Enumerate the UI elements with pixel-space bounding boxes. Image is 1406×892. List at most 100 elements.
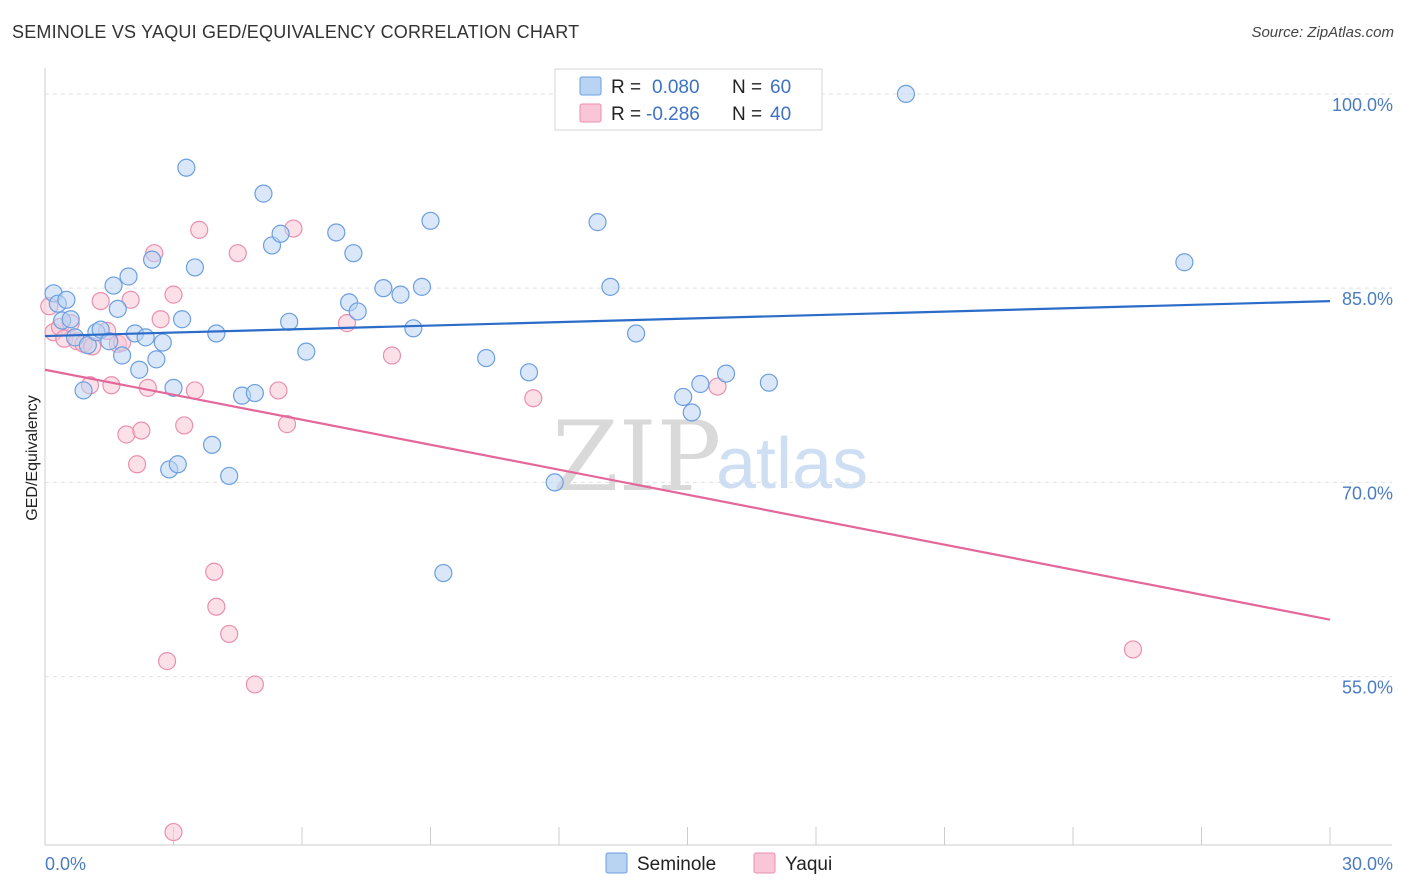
watermark-atlas: atlas [716, 424, 868, 504]
seminole-point [1175, 253, 1194, 272]
yaqui-point [185, 381, 205, 400]
x-tick-label: 0.0% [45, 854, 86, 874]
seminole-point [588, 213, 607, 232]
tick-labels: 55.0% 70.0% 85.0% 100.0% 0.0% 30.0% [45, 95, 1393, 874]
seminole-point [104, 276, 123, 295]
seminole-point [164, 378, 183, 397]
seminole-point [57, 290, 76, 309]
seminole-point [759, 373, 778, 392]
yaqui-point [132, 421, 151, 440]
x-tick-label: 30.0% [1342, 854, 1393, 874]
yaqui-point [524, 389, 543, 408]
seminole-point [601, 277, 620, 296]
seminole-point [434, 563, 453, 583]
legend-seminole-n-label: N = [732, 77, 762, 98]
yaqui-point [102, 376, 121, 395]
seminole-point [119, 267, 138, 286]
seminole-point [147, 350, 166, 369]
seminole-point [245, 383, 264, 403]
seminole-point [202, 435, 222, 454]
seminole-point [168, 455, 187, 474]
seminole-point [112, 346, 132, 365]
y-tick-label: 85.0% [1342, 289, 1393, 309]
series-legend-yaqui-swatch [753, 852, 776, 874]
seminole-point [404, 319, 423, 338]
seminole-trend-line [44, 300, 1331, 338]
seminole-point [682, 403, 701, 422]
seminole-point [626, 324, 646, 343]
seminole-point [153, 333, 172, 352]
seminole-point [691, 374, 710, 394]
legend-yaqui-n-value: 40 [770, 104, 791, 125]
seminole-point [172, 310, 192, 329]
seminole-point [74, 381, 93, 400]
seminole-point [519, 363, 539, 382]
seminole-point [421, 211, 440, 230]
seminole-point [185, 258, 205, 277]
trend-lines [44, 300, 1331, 621]
yaqui-point [164, 285, 183, 304]
yaqui-point [175, 416, 194, 435]
seminole-point [280, 312, 299, 331]
yaqui-point [245, 675, 264, 694]
seminole-point [344, 244, 363, 263]
series-legend-yaqui-label: Yaqui [785, 854, 832, 875]
seminole-point [348, 302, 367, 321]
legend-seminole-n-value: 60 [770, 77, 791, 98]
legend-seminole-r-value: 0.080 [652, 77, 700, 98]
yaqui-point [228, 244, 247, 263]
legend-yaqui-r-label: R = [611, 104, 641, 125]
legend-yaqui-swatch [579, 103, 602, 123]
yaqui-point [190, 220, 209, 239]
source-label: Source: ZipAtlas.com [1251, 24, 1394, 41]
seminole-point [177, 158, 196, 177]
seminole-point [674, 387, 693, 407]
seminole-point [271, 224, 290, 243]
yaqui-point [205, 562, 224, 581]
seminole-point [391, 285, 410, 304]
seminole-point [716, 364, 736, 383]
y-tick-label: 100.0% [1332, 95, 1393, 115]
series-legend: Seminole Yaqui [605, 852, 832, 875]
yaqui-point [127, 455, 147, 474]
seminole-point [136, 328, 155, 347]
series-legend-seminole-swatch [605, 852, 628, 874]
seminole-point [896, 84, 916, 104]
seminole-point [108, 299, 127, 318]
seminole-point [100, 332, 119, 351]
yaqui-point [1123, 640, 1143, 659]
seminole-point [142, 250, 162, 269]
yaqui-point [164, 822, 183, 842]
y-axis-label: GED/Equivalency [24, 395, 41, 520]
data-points [40, 84, 1194, 842]
legend-seminole-swatch [579, 76, 602, 96]
yaqui-point [382, 346, 402, 365]
seminole-point [477, 348, 496, 368]
yaqui-point [91, 292, 110, 311]
yaqui-trend-line [44, 368, 1331, 621]
gridlines [45, 93, 1392, 678]
yaqui-point [121, 290, 140, 309]
yaqui-point [157, 652, 177, 671]
legend-yaqui-r-value: -0.286 [646, 104, 700, 125]
seminole-point [130, 360, 149, 379]
seminole-point [207, 324, 226, 343]
yaqui-point [269, 381, 288, 400]
chart-title: SEMINOLE VS YAQUI GED/EQUIVALENCY CORREL… [12, 22, 580, 42]
seminole-point [61, 310, 80, 329]
yaqui-point [220, 624, 239, 644]
series-legend-seminole-label: Seminole [637, 854, 716, 875]
yaqui-point [151, 310, 170, 329]
seminole-point [412, 277, 432, 296]
seminole-point [545, 473, 564, 492]
correlation-legend: R = 0.080 N = 60 R = -0.286 N = 40 [554, 68, 823, 131]
seminole-point [78, 336, 97, 355]
yaqui-point [207, 597, 226, 616]
y-tick-label: 55.0% [1342, 678, 1393, 698]
legend-yaqui-n-label: N = [732, 104, 762, 125]
seminole-point [374, 279, 393, 298]
seminole-point [327, 223, 346, 242]
seminole-point [220, 466, 239, 486]
y-tick-label: 70.0% [1342, 483, 1393, 503]
